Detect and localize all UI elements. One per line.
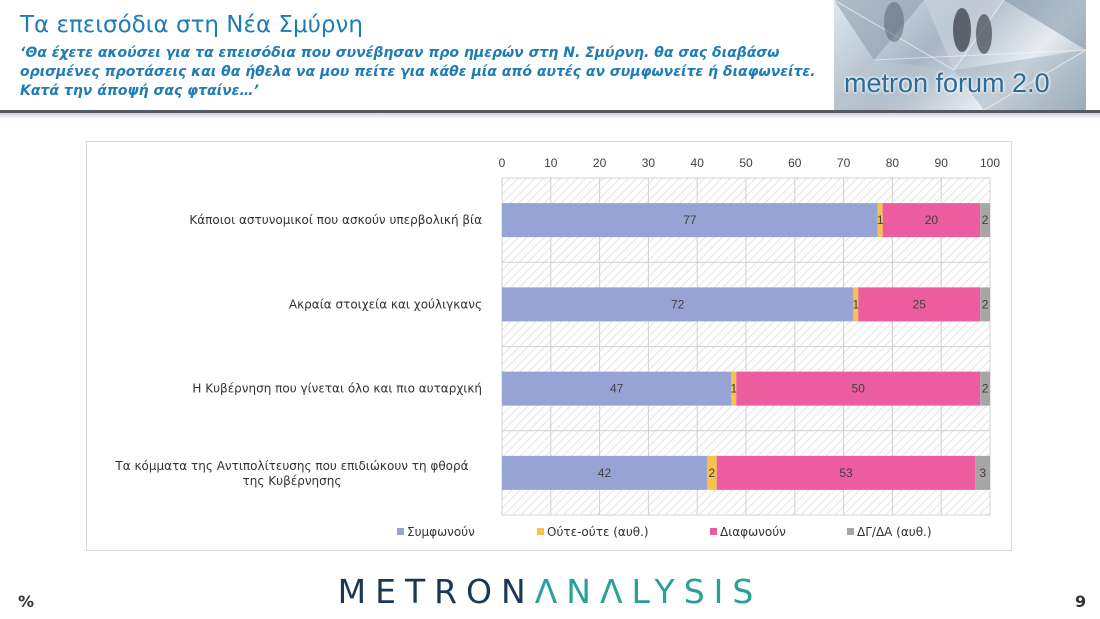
data-label: 50: [852, 382, 866, 396]
chart-frame: 0 10 20 30 40 50 60 70 80 90 100 Κάποιοι αστυνομικο…: [86, 141, 1012, 551]
bar-segment: [882, 203, 981, 238]
data-label: 42: [598, 466, 612, 480]
data-label: 25: [913, 297, 927, 311]
brand-part2: ΛNΛLYSIS: [534, 572, 763, 611]
category-label: Τα κόμματα της Αντιπολίτευσης που επιδιώ…: [114, 459, 468, 488]
bar-segment: [853, 287, 859, 322]
category-label: Η Κυβέρνηση που γίνεται όλο και πιο αυτα…: [192, 382, 482, 396]
bar-segment: [736, 371, 981, 406]
bar-segment: [877, 203, 883, 238]
bar-segment: [502, 287, 854, 322]
bar-segment: [731, 371, 737, 406]
data-label: 1: [877, 213, 884, 227]
logo-text: metron forum 2.0: [844, 68, 1050, 98]
x-tick-label: 70: [837, 156, 851, 170]
header-divider-shadow: [0, 113, 1100, 119]
data-label: 1: [852, 297, 859, 311]
bar-segment: [502, 203, 878, 238]
metron-forum-logo: metron forum 2.0: [834, 0, 1086, 110]
page-number: 9: [1075, 592, 1087, 611]
x-tick-label: 10: [544, 156, 558, 170]
page-title: Τα επεισόδια στη Νέα Σμύρνη: [20, 12, 363, 38]
legend-swatch: [847, 528, 854, 535]
bar-segment: [716, 455, 976, 490]
x-tick-label: 60: [788, 156, 802, 170]
bar-segment: [502, 455, 707, 490]
x-tick-label: 40: [691, 156, 705, 170]
data-label: 1: [730, 382, 737, 396]
data-label: 3: [979, 466, 986, 480]
bar-segment: [980, 287, 990, 322]
x-tick-label: 90: [935, 156, 949, 170]
data-label: 77: [683, 213, 697, 227]
legend-swatch: [397, 528, 404, 535]
legend-label: Ούτε-ούτε (αυθ.): [547, 525, 649, 539]
x-tick-label: 0: [499, 156, 506, 170]
x-tick-label: 50: [739, 156, 753, 170]
header-divider: [0, 110, 1100, 113]
x-tick-label: 30: [642, 156, 656, 170]
data-label: 20: [925, 213, 939, 227]
data-label: 2: [708, 466, 715, 480]
bar-segment: [980, 371, 990, 406]
brand-part1: METRON: [337, 572, 535, 611]
data-label: 2: [982, 213, 989, 227]
bar-segment: [980, 203, 990, 238]
data-label: 53: [839, 466, 853, 480]
data-label: 2: [982, 297, 989, 311]
stacked-bar-chart: 0 10 20 30 40 50 60 70 80 90 100 Κάποιοι αστυνομικο…: [114, 156, 1000, 539]
bar-segment: [502, 371, 732, 406]
category-label: Ακραία στοιχεία και χούλιγκανς: [289, 297, 482, 311]
legend-swatch: [710, 528, 717, 535]
question-text: ‘Θα έχετε ακούσει για τα επεισόδια που σ…: [20, 45, 816, 99]
legend-label: Διαφωνούν: [720, 525, 786, 539]
category-label: Κάποιοι αστυνομικοί που ασκούν υπερβολικ…: [189, 213, 482, 227]
data-label: 47: [610, 382, 624, 396]
legend-swatch: [537, 528, 544, 535]
header: Τα επεισόδια στη Νέα Σμύρνη ‘Θα έχετε ακ…: [0, 0, 1100, 119]
legend-label: Συμφωνούν: [407, 525, 475, 539]
x-tick-label: 100: [980, 156, 1000, 170]
legend-label: ΔΓ/ΔΑ (αυθ.): [857, 525, 932, 539]
x-tick-label: 20: [593, 156, 607, 170]
x-tick-label: 80: [886, 156, 900, 170]
data-label: 2: [982, 382, 989, 396]
metron-analysis-logo: METRONΛNΛLYSIS: [0, 572, 1100, 611]
bar-segment: [858, 287, 981, 322]
bar-segment: [975, 455, 990, 490]
data-label: 72: [671, 297, 685, 311]
unit-label: %: [18, 592, 35, 611]
bar-segment: [706, 455, 717, 490]
